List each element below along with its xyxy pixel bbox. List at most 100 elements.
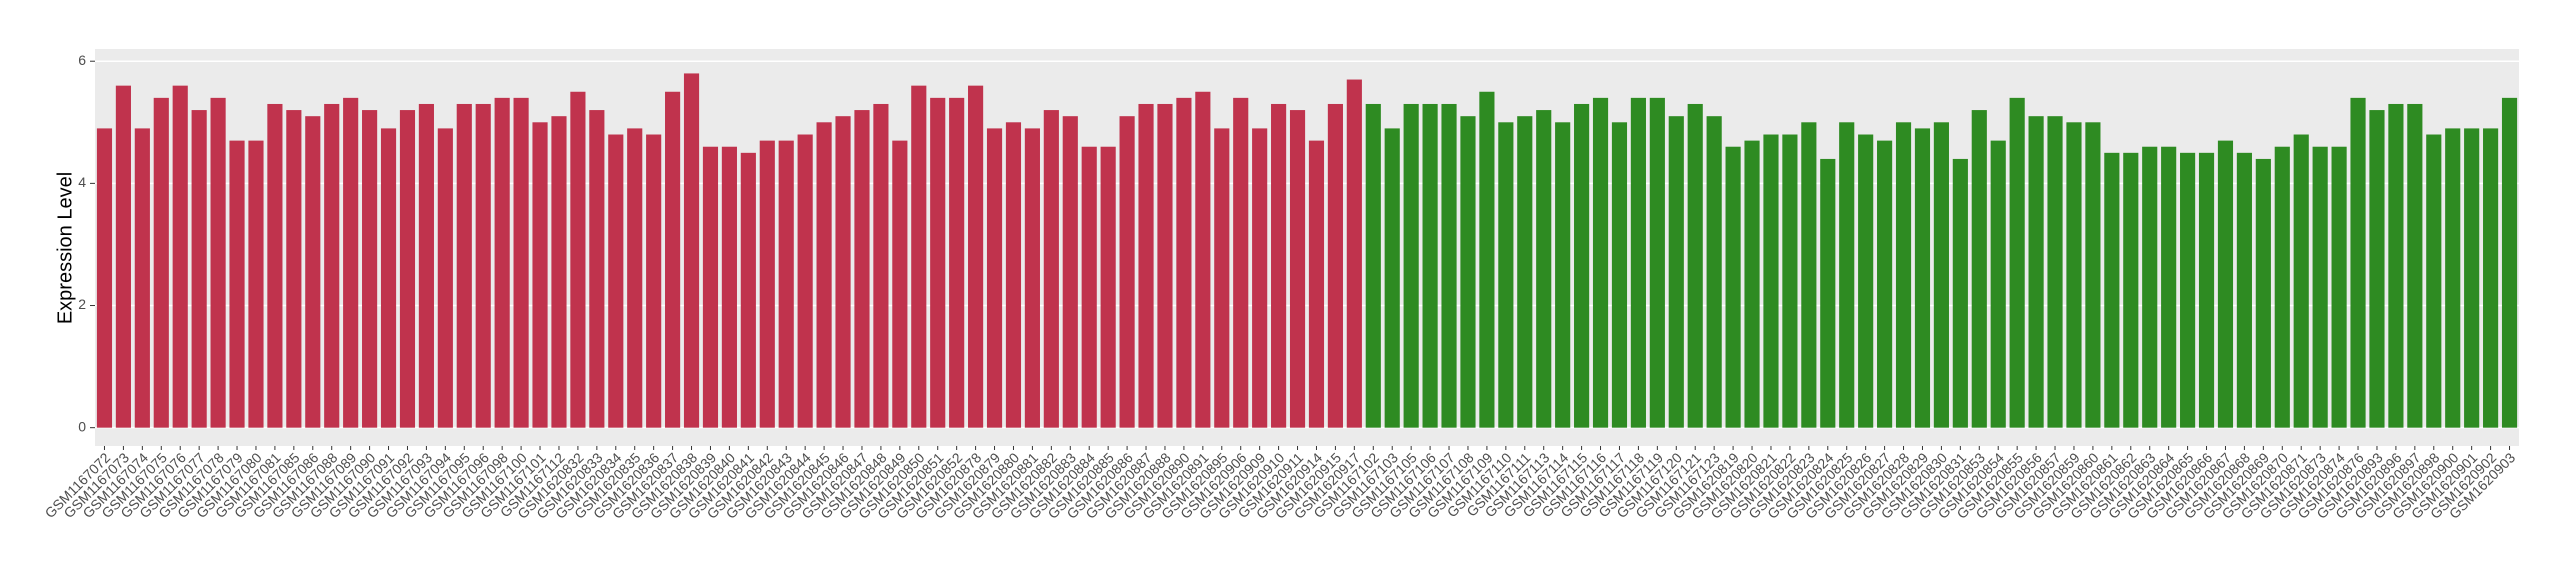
bar [1574,103,1590,428]
bar [1157,103,1173,428]
bar [1725,146,1741,428]
bar [683,73,700,428]
bar [1555,122,1571,428]
bar [1308,140,1325,428]
bar [986,128,1003,428]
bar [2483,128,2499,428]
bar [2161,146,2177,428]
bar [1176,97,1192,428]
bar [1990,140,2006,428]
bar [816,122,832,428]
bar [2123,152,2139,428]
bar [570,91,586,428]
bar [1214,128,1230,428]
bar [1820,158,1836,428]
bar [1327,103,1343,428]
bar [1895,122,1912,428]
bar [362,110,378,428]
bar [2274,146,2290,428]
y-tick-label: 0 [78,418,86,434]
bar [513,97,529,428]
bar [778,140,794,428]
bar [1005,122,1022,428]
bar [229,140,245,428]
bar [456,103,472,428]
bar [1346,79,1362,428]
bar [968,85,984,428]
bar [172,85,188,428]
bar [892,140,908,428]
bar [1043,110,1059,428]
bar [1952,158,1968,428]
bar [721,146,737,428]
bar [1195,91,1211,428]
bar [286,110,302,428]
bar [380,128,397,428]
bar [1403,103,1419,428]
bar [532,122,548,428]
bar [1763,134,1779,428]
bar [1592,97,1609,428]
bar [1138,103,1154,428]
bar [418,103,434,428]
bar [608,134,624,428]
bar [153,97,169,428]
bar [267,103,283,428]
bar [854,110,870,428]
bar [1668,116,1684,428]
bar [1933,122,1949,428]
bar [1744,140,1760,428]
bar [1100,146,1116,428]
bar [1233,97,1249,428]
bar [646,134,662,428]
bar [2369,110,2385,428]
bar [2217,140,2234,428]
bar [248,140,264,428]
bar [1914,128,1931,428]
bar [873,103,889,428]
bar [1062,116,1078,428]
bar [2331,146,2347,428]
bar [324,103,340,428]
bar [797,134,813,428]
bar [1706,116,1722,428]
bar [1877,140,1893,428]
bar [2350,97,2366,428]
bar [399,110,416,428]
y-tick-label: 2 [78,296,86,312]
bar [1384,128,1400,428]
bar [1422,103,1438,428]
y-axis-label: Expression Level [54,172,76,324]
bar [1081,146,1097,428]
bar [191,110,207,428]
bar [835,116,851,428]
bar [2293,134,2309,428]
bar [759,140,775,428]
bar [1611,122,1628,428]
bar [627,128,643,428]
bar [2028,116,2044,428]
bar [1536,110,1552,428]
bar [930,97,946,428]
bar [1441,103,1457,428]
bar [437,128,453,428]
bar [2085,122,2101,428]
bar [1839,122,1855,428]
bar [740,152,756,428]
bar [1460,116,1476,428]
bar [551,116,567,428]
bar [1119,116,1135,428]
bar [115,85,131,428]
bar [96,128,113,428]
bar [1858,134,1874,428]
bar [2445,128,2461,428]
bar [1289,110,1306,428]
bar [2142,146,2158,428]
bar [1649,97,1665,428]
bar [2407,103,2423,428]
bar [1782,134,1798,428]
bar [1517,116,1533,428]
bar [210,97,226,428]
bar [2501,97,2518,428]
bar [2047,116,2063,428]
